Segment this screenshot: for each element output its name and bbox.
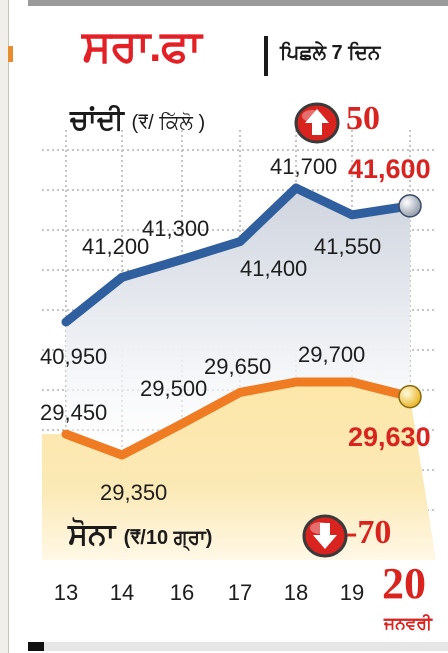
chart-subtitle: ਪਿਛਲੇ 7 ਦਿਨ bbox=[280, 42, 381, 64]
up-arrow-icon bbox=[294, 102, 340, 144]
gold-data-label: 29,500 bbox=[140, 376, 207, 401]
frame-bottom-bar bbox=[28, 642, 448, 651]
silver-series-line bbox=[61, 183, 415, 327]
current-date-month: ਜਨਵਰੀ bbox=[384, 614, 433, 633]
frame-top-bar bbox=[28, 0, 448, 6]
gold-data-label: 29,350 bbox=[100, 480, 167, 505]
silver-data-label: 41,400 bbox=[240, 256, 307, 281]
down-arrow-icon bbox=[302, 514, 348, 558]
x-tick-label: 18 bbox=[284, 580, 308, 605]
silver-data-label: 41,700 bbox=[270, 154, 337, 179]
silver-data-label: 41,200 bbox=[82, 234, 149, 259]
silver-name: ਚਾਂਦੀ bbox=[70, 104, 124, 135]
gold-data-label: 29,630 bbox=[348, 422, 431, 452]
silver-data-label: 41,300 bbox=[142, 216, 209, 241]
current-date-day: 20 bbox=[382, 559, 426, 608]
page-frame-left bbox=[0, 0, 9, 653]
silver-label-block: ਚਾਂਦੀ (₹/ ਕਿੱਲੋ ) bbox=[70, 104, 205, 137]
gold-area bbox=[42, 382, 436, 560]
silver-unit: (₹/ ਕਿੱਲੋ ) bbox=[131, 112, 206, 134]
gold-data-label: 29,650 bbox=[204, 354, 271, 379]
frame-bottom-block bbox=[28, 642, 44, 651]
chart-header: ਸਰਾ.ਫਾ ਪਿਛਲੇ 7 ਦਿਨ bbox=[28, 14, 438, 82]
chart-title: ਸਰਾ.ਫਾ bbox=[82, 22, 202, 71]
silver-data-label: 41,600 bbox=[348, 154, 431, 184]
x-tick-label: 19 bbox=[340, 580, 364, 605]
gold-name: ਸੋਨਾ bbox=[68, 518, 116, 551]
gold-change-value: -70 bbox=[346, 514, 392, 551]
silver-data-label: 40,950 bbox=[40, 344, 107, 369]
gold-unit: (₹/10 ਗ੍ਰਾ) bbox=[123, 527, 213, 549]
silver-change-value: 50 bbox=[346, 100, 380, 137]
x-tick-label: 17 bbox=[228, 580, 252, 605]
x-tick-label: 14 bbox=[110, 580, 134, 605]
gold-series-line bbox=[61, 377, 415, 460]
x-tick-label: 13 bbox=[54, 580, 78, 605]
title-divider bbox=[264, 36, 268, 76]
gold-data-label: 29,450 bbox=[40, 400, 107, 425]
silver-data-label: 41,550 bbox=[314, 234, 381, 259]
frame-accent-tick bbox=[8, 46, 13, 62]
gold-end-marker bbox=[398, 384, 422, 409]
gold-data-label: 29,700 bbox=[298, 342, 365, 367]
x-tick-labels: 13 14 16 17 18 19 bbox=[54, 580, 364, 605]
gold-label-block: ਸੋਨਾ (₹/10 ਗ੍ਰਾ) bbox=[68, 518, 212, 552]
x-tick-label: 16 bbox=[170, 580, 194, 605]
silver-end-marker bbox=[398, 194, 422, 218]
